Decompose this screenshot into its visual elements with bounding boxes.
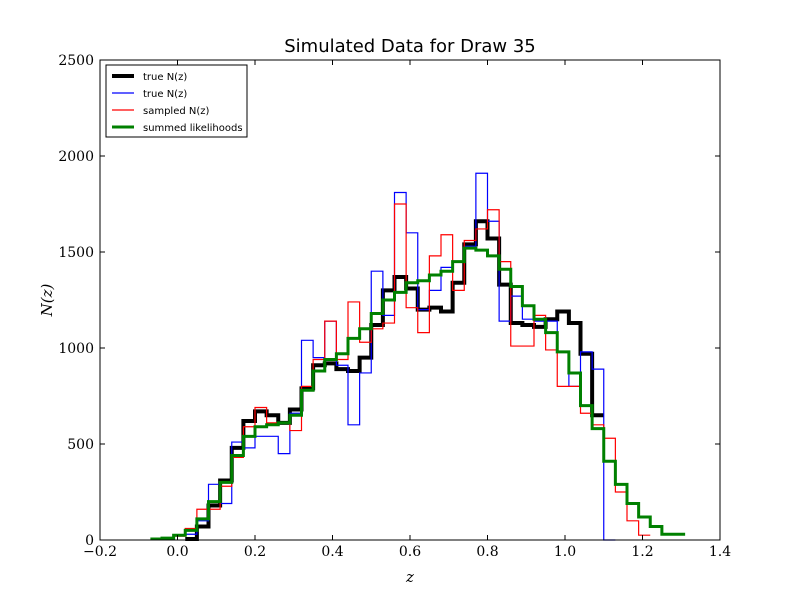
y-tick-label: 1500	[58, 245, 94, 261]
legend-entry-sampled-nz-label: sampled N(z)	[143, 106, 210, 117]
y-tick-label: 0	[85, 533, 94, 549]
x-tick-label: 0.4	[321, 544, 343, 560]
y-tick-label: 1000	[58, 341, 94, 357]
y-tick-label: 500	[67, 437, 94, 453]
series-true-nz-blue	[185, 172, 616, 541]
series-summed-likelihoods	[150, 246, 686, 541]
legend-entry-true-nz-blue-label: true N(z)	[143, 89, 187, 100]
legend-entry-summed-likelihoods-label: summed likelihoods	[143, 123, 243, 134]
x-axis-label: z	[405, 568, 414, 586]
series-layer	[150, 172, 686, 542]
y-axis-label: N(z)	[38, 283, 56, 317]
x-tick-label: 0.8	[476, 544, 498, 560]
x-tick-label: 0.2	[244, 544, 266, 560]
x-tick-label: 0.6	[399, 544, 421, 560]
plot-frame	[99, 59, 721, 541]
x-tick-label: 1.2	[631, 544, 653, 560]
y-tick-label: 2500	[58, 53, 94, 69]
x-tick-label: −0.2	[83, 544, 117, 560]
y-tick-label: 2000	[58, 149, 94, 165]
legend: true N(z) true N(z) sampled N(z) summed lik…	[105, 64, 248, 138]
x-tick-label: 1.4	[709, 544, 731, 560]
legend-entry-true-nz-thick-label: true N(z)	[143, 72, 187, 83]
chart-title: Simulated Data for Draw 35	[284, 36, 536, 57]
series-sampled-nz	[162, 203, 651, 539]
tick-layer: −0.2 0.0 0.2 0.4 0.6 0.8 1.0 1.2 1.4 0 500 1000 1500…	[58, 53, 731, 560]
x-tick-label: 0.0	[166, 544, 188, 560]
x-tick-label: 1.0	[554, 544, 576, 560]
